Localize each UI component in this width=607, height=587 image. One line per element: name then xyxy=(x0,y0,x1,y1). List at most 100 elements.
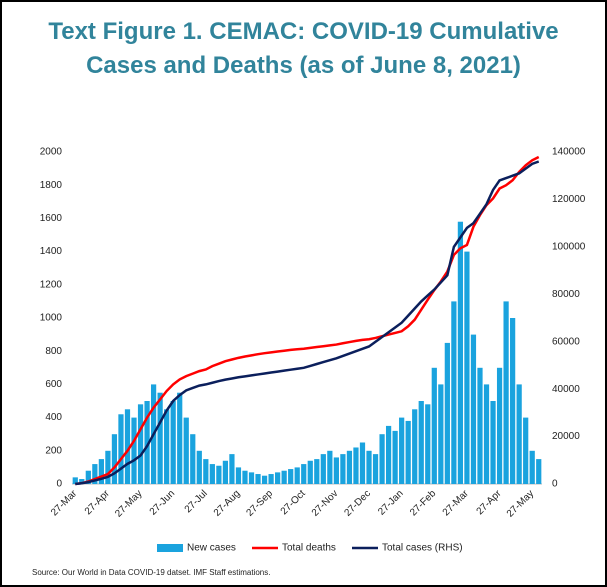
x-tick-label: 27-Jun xyxy=(148,488,177,517)
x-tick-label: 27-Mar xyxy=(49,488,80,519)
bar xyxy=(405,420,411,484)
bar xyxy=(209,464,215,484)
bar xyxy=(503,301,509,484)
bar xyxy=(72,477,78,484)
legend-label: New cases xyxy=(187,543,236,554)
y-tick-label: 2000 xyxy=(40,147,63,158)
y-tick-label: 1600 xyxy=(40,213,63,224)
y2-tick-label: 80000 xyxy=(552,289,580,300)
bar xyxy=(464,251,470,484)
legend-label: Total cases (RHS) xyxy=(382,543,463,554)
bar xyxy=(490,401,496,484)
bar xyxy=(248,472,255,484)
x-tick-label: 27-Sep xyxy=(245,488,276,519)
bar xyxy=(366,450,372,484)
bar xyxy=(425,404,431,484)
bar xyxy=(177,392,183,484)
bar xyxy=(79,479,85,484)
x-tick-label: 27-Jul xyxy=(183,488,210,515)
bar xyxy=(157,392,163,484)
bar xyxy=(333,457,339,484)
y-tick-label: 800 xyxy=(45,346,62,357)
bar xyxy=(523,417,529,484)
bar xyxy=(216,465,222,484)
bar xyxy=(379,434,385,484)
y-tick-label: 1000 xyxy=(40,313,63,324)
bar xyxy=(275,472,281,484)
y2-tick-label: 120000 xyxy=(552,194,586,205)
y2-tick-label: 60000 xyxy=(552,336,580,347)
bar xyxy=(105,450,111,484)
x-tick-label: 27-Dec xyxy=(342,488,373,519)
bar xyxy=(418,401,424,484)
bar xyxy=(144,401,150,484)
bar xyxy=(431,367,437,484)
bar xyxy=(516,384,522,484)
bar xyxy=(124,409,131,484)
bar xyxy=(353,447,359,484)
y-tick-label: 400 xyxy=(45,412,62,423)
source-note: Source: Our World in Data COVID-19 datse… xyxy=(32,568,270,577)
bar xyxy=(183,417,189,484)
bar xyxy=(98,459,104,484)
y-tick-label: 0 xyxy=(56,479,62,490)
line-series xyxy=(75,160,540,486)
x-tick-label: 27-Apr xyxy=(83,488,112,517)
bar xyxy=(392,430,398,484)
bar xyxy=(477,367,483,484)
x-tick-label: 27-Nov xyxy=(310,488,341,519)
chart-title: Text Figure 1. CEMAC: COVID-19 Cumulativ… xyxy=(48,18,559,45)
bar xyxy=(164,409,170,484)
bar xyxy=(327,450,333,484)
bar xyxy=(281,470,287,484)
y-tick-label: 1400 xyxy=(40,246,63,257)
bar xyxy=(385,425,392,484)
bar xyxy=(131,417,137,484)
bar xyxy=(444,342,450,484)
legend-label: Total deaths xyxy=(282,543,336,554)
bar xyxy=(340,454,346,484)
y2-tick-label: 40000 xyxy=(552,384,580,395)
y2-tick-label: 0 xyxy=(552,479,558,490)
y2-tick-label: 100000 xyxy=(552,241,586,252)
bar xyxy=(235,467,242,484)
bar xyxy=(399,417,405,484)
x-tick-label: 27-May xyxy=(113,488,144,519)
x-tick-label: 27-Jan xyxy=(376,488,405,517)
y-tick-label: 1200 xyxy=(40,279,63,290)
bar xyxy=(294,467,300,484)
bar xyxy=(510,318,516,484)
bar xyxy=(307,460,313,484)
bar xyxy=(190,434,196,484)
bar xyxy=(412,409,418,484)
bar xyxy=(118,414,124,484)
y-tick-label: 600 xyxy=(45,379,62,390)
bar xyxy=(170,401,176,484)
y2-tick-label: 20000 xyxy=(552,431,580,442)
bar xyxy=(301,464,307,484)
bar xyxy=(196,450,202,484)
y-tick-label: 200 xyxy=(45,445,62,456)
bar xyxy=(137,404,144,484)
x-tick-label: 27-Apr xyxy=(475,488,504,517)
line-series xyxy=(75,155,540,486)
bar xyxy=(85,470,91,484)
bar xyxy=(255,474,261,484)
bar xyxy=(229,454,235,484)
bar xyxy=(496,367,503,484)
bar xyxy=(222,460,229,484)
bar xyxy=(438,384,444,484)
bar xyxy=(536,459,542,484)
bar xyxy=(359,442,366,484)
bar xyxy=(457,221,464,484)
x-tick-label: 27-Feb xyxy=(408,488,438,518)
bar xyxy=(288,469,294,484)
legend-swatch xyxy=(157,544,183,552)
bar xyxy=(372,454,379,484)
bar xyxy=(470,334,477,484)
x-tick-label: 27-Mar xyxy=(441,488,472,519)
bar xyxy=(111,434,118,484)
bar xyxy=(451,301,457,484)
